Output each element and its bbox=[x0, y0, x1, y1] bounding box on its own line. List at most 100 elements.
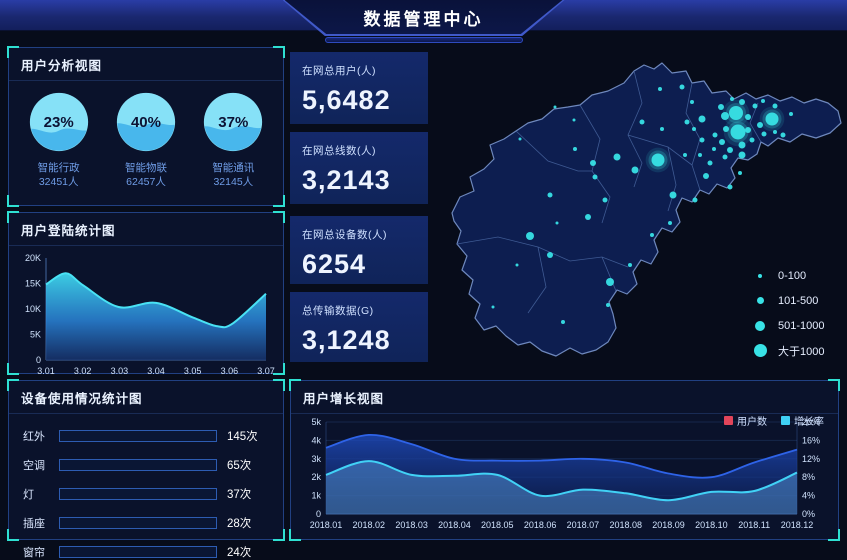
map-dot bbox=[660, 127, 664, 131]
map-dot bbox=[572, 118, 576, 122]
map-legend-row: 大于1000 bbox=[752, 338, 825, 363]
map-dot bbox=[721, 112, 729, 120]
corner-bracket bbox=[7, 46, 19, 58]
corner-bracket bbox=[289, 529, 301, 541]
map-dot bbox=[631, 166, 639, 174]
legend-dot-box bbox=[752, 273, 768, 278]
corner-bracket bbox=[7, 211, 19, 223]
right-tick-label: 4% bbox=[802, 491, 815, 501]
bar-value: 28次 bbox=[227, 518, 252, 530]
x-tick-label: 3.04 bbox=[147, 366, 165, 376]
legend-label: 101-500 bbox=[778, 294, 819, 307]
x-tick-label: 3.05 bbox=[184, 366, 202, 376]
map-dot bbox=[727, 184, 733, 190]
gauge-row: 23% 智能行政 32451人 40% 智能物联 62457人 37% 智能通讯 bbox=[9, 81, 283, 190]
map-dot bbox=[703, 173, 709, 179]
map-legend-row: 501-1000 bbox=[752, 313, 825, 338]
bar-label: 红外 bbox=[23, 431, 45, 443]
map-dot bbox=[606, 303, 610, 307]
legend-dot-box bbox=[752, 344, 768, 357]
left-tick-label: 4k bbox=[311, 435, 321, 445]
map-dot bbox=[547, 192, 553, 198]
map-dot bbox=[789, 112, 793, 116]
gauge-percent: 40% bbox=[130, 113, 161, 131]
map-dot bbox=[730, 97, 734, 101]
panel-title-device-usage: 设备使用情况统计图 bbox=[9, 381, 283, 414]
gauge-label: 智能通讯 bbox=[212, 162, 255, 174]
map-legend: 0-100 101-500 501-1000 大于1000 bbox=[752, 263, 825, 363]
corner-bracket bbox=[828, 529, 840, 541]
x-tick-label: 3.02 bbox=[74, 366, 92, 376]
x-tick-label: 3.03 bbox=[111, 366, 129, 376]
panel-title-login-stats: 用户登陆统计图 bbox=[9, 213, 283, 246]
map-inner-border bbox=[601, 256, 617, 292]
map-dot bbox=[684, 119, 690, 125]
right-tick-label: 20% bbox=[802, 417, 820, 427]
map-dot bbox=[739, 99, 745, 105]
map-legend-row: 0-100 bbox=[752, 263, 825, 288]
corner-bracket bbox=[273, 363, 285, 375]
map-dot bbox=[590, 160, 596, 166]
x-tick-label: 2018.10 bbox=[695, 520, 728, 530]
map-dot bbox=[491, 305, 495, 309]
x-tick-label: 3.06 bbox=[221, 366, 239, 376]
map-dot bbox=[561, 320, 565, 324]
map-dot bbox=[690, 100, 694, 104]
liquid-gauge-svg bbox=[29, 92, 88, 152]
map-dot bbox=[592, 174, 598, 180]
left-tick-label: 1k bbox=[311, 491, 321, 501]
stat-value: 5,6482 bbox=[302, 85, 391, 115]
gauge-label: 智能行政 bbox=[37, 162, 80, 174]
corner-bracket bbox=[7, 195, 19, 207]
right-tick-label: 0% bbox=[802, 509, 815, 519]
legend-dot-icon bbox=[756, 297, 764, 304]
legend-dot-icon bbox=[755, 320, 765, 331]
corner-bracket bbox=[7, 529, 19, 541]
map-dot bbox=[729, 106, 743, 120]
stat-value: 3,2143 bbox=[302, 165, 391, 195]
y-tick-label: 0 bbox=[36, 355, 41, 365]
panel-title-user-analysis: 用户分析视图 bbox=[9, 48, 283, 81]
bar-row-infrared: 红外 145次 bbox=[23, 428, 269, 444]
corner-bracket bbox=[273, 195, 285, 207]
map-dot bbox=[669, 191, 677, 199]
corner-bracket bbox=[7, 363, 19, 375]
bar-track bbox=[59, 430, 217, 442]
map-dot bbox=[692, 127, 696, 131]
legend-swatch-icon bbox=[724, 416, 733, 425]
panel-title-user-growth: 用户增长视图 bbox=[291, 381, 838, 414]
map-dot bbox=[727, 147, 733, 153]
x-tick-label: 2018.09 bbox=[652, 520, 685, 530]
legend-label: 0-100 bbox=[778, 269, 807, 282]
legend-dot-box bbox=[752, 320, 768, 331]
bar-track bbox=[59, 546, 217, 558]
right-tick-label: 8% bbox=[802, 472, 815, 482]
gauge-percent: 23% bbox=[43, 113, 74, 131]
map-dot bbox=[553, 105, 557, 109]
map-dot bbox=[515, 263, 519, 267]
left-tick-label: 3k bbox=[311, 454, 321, 464]
map-inner-border bbox=[527, 246, 547, 314]
map-dot bbox=[683, 153, 687, 157]
stat-card-total-users: 在网总用户(人) 5,6482 bbox=[290, 52, 428, 124]
legend-label: 用户数 bbox=[737, 417, 767, 428]
map-dot bbox=[738, 151, 746, 159]
bar-label: 灯 bbox=[23, 489, 34, 501]
gauge-smart-iot: 40% 智能物联 62457人 bbox=[103, 91, 189, 190]
map-dot bbox=[573, 147, 577, 151]
map-bubble-chart bbox=[451, 62, 842, 357]
panel-device-usage: 设备使用情况统计图 红外 145次 空调 65次 灯 37次 插座 28次 bbox=[7, 379, 285, 559]
map-dot bbox=[738, 171, 742, 175]
corner-bracket bbox=[828, 379, 840, 391]
legend-item-users[interactable]: 用户数 bbox=[724, 413, 767, 428]
corner-bracket bbox=[273, 379, 285, 391]
map-dot bbox=[692, 197, 698, 203]
stat-card-total-data: 总传输数据(G) 3,1248 bbox=[290, 292, 428, 362]
map-dot bbox=[613, 153, 621, 161]
x-tick-label: 2018.04 bbox=[438, 520, 471, 530]
legend-item-growth-rate[interactable]: 增长率 bbox=[781, 413, 824, 428]
x-tick-label: 2018.03 bbox=[395, 520, 428, 530]
map-dot bbox=[698, 153, 702, 157]
bar-value: 145次 bbox=[227, 431, 258, 443]
map-dot bbox=[602, 197, 608, 203]
